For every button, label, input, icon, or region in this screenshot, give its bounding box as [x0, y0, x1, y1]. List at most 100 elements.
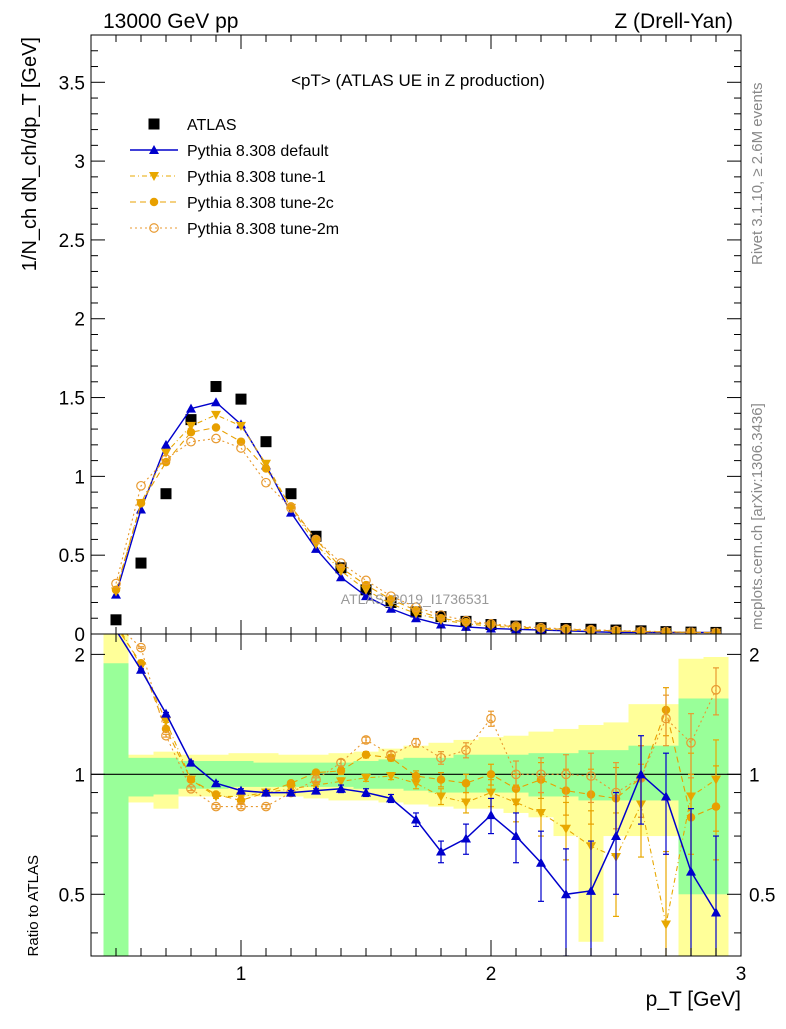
- data-point: [160, 488, 172, 500]
- ratio-point: [461, 798, 471, 808]
- ratio-point: [536, 857, 546, 867]
- ratio-point: [336, 757, 346, 768]
- header-right-label: Z (Drell-Yan): [614, 10, 733, 33]
- uncertainty-band-inner: [128, 757, 154, 797]
- legend-marker: [149, 145, 159, 154]
- ratio-series-0: [111, 634, 721, 956]
- data-point: [186, 427, 196, 437]
- ratio-point: [161, 708, 171, 718]
- ratio-point: [436, 792, 446, 802]
- data-point: [336, 572, 346, 582]
- ratio-point: [486, 713, 496, 724]
- x-tick-label: 3: [736, 964, 747, 985]
- header-left-label: 13000 GeV pp: [103, 10, 238, 33]
- legend: ATLAS Pythia 8.308 default Pythia 8.308 tu…: [130, 117, 339, 238]
- y-tick-label: 3.5: [59, 73, 85, 94]
- ratio-point: [661, 920, 671, 930]
- ratio-point: [311, 768, 321, 777]
- ratio-point: [711, 907, 721, 917]
- ratio-point: [536, 808, 546, 818]
- uncertainty-band-inner: [103, 663, 129, 956]
- ratio-point: [561, 769, 571, 780]
- data-point: [136, 480, 146, 491]
- ratio-point: [661, 791, 671, 801]
- ratio-point: [661, 713, 671, 724]
- source-reference-label: mcplots.cern.ch [arXiv:1306.3436]: [749, 403, 766, 630]
- legend-marker: [149, 172, 159, 181]
- x-tick-label: 1: [236, 964, 247, 985]
- legend-entry-4: Pythia 8.308 tune-2m: [130, 221, 339, 238]
- ratio-point: [411, 737, 421, 748]
- data-point: [235, 393, 247, 405]
- ratio-point: [161, 730, 171, 741]
- ratio-point: [436, 846, 446, 856]
- ratio-y-tick-label-left: 0.5: [59, 885, 85, 906]
- y-tick-label: 1: [74, 467, 85, 488]
- data-point: [186, 421, 196, 431]
- y-tick-label: 2: [74, 310, 85, 331]
- ratio-point: [561, 824, 571, 834]
- data-point: [210, 381, 222, 393]
- data-point: [386, 591, 396, 602]
- ratio-point: [686, 866, 696, 876]
- ratio-point: [386, 772, 396, 782]
- data-point: [236, 443, 246, 453]
- legend-marker: [149, 223, 159, 233]
- legend-label: Pythia 8.308 tune-2m: [187, 221, 339, 238]
- ratio-point: [586, 771, 596, 781]
- ratio-point: [286, 787, 296, 797]
- ratio-point: [336, 766, 346, 776]
- ratio-point: [411, 771, 421, 781]
- data-point: [311, 534, 321, 545]
- data-point: [361, 575, 371, 586]
- ratio-point: [461, 778, 471, 788]
- ratio-point: [261, 787, 271, 797]
- y-tick-label: 3: [74, 152, 85, 173]
- ratio-plot-area: [91, 634, 741, 956]
- data-point: [260, 436, 272, 448]
- data-point: [135, 557, 147, 569]
- ratio-point: [211, 790, 221, 799]
- analysis-watermark: ATLAS_2019_I1736531: [341, 591, 490, 607]
- data-point: [161, 457, 171, 467]
- ratio-point: [711, 684, 721, 695]
- legend-marker: [149, 197, 159, 207]
- ratio-y-tick-label-right: 1: [749, 765, 760, 786]
- ratio-point: [586, 885, 596, 895]
- y-tick-label: 1.5: [59, 389, 85, 410]
- data-point: [261, 477, 271, 488]
- data-point: [286, 503, 296, 513]
- main-y-axis-label: 1/N_ch dN_ch/dp_T [GeV]: [19, 37, 41, 271]
- ratio-series-3: [125, 634, 721, 830]
- data-point: [186, 436, 196, 447]
- y-tick-label: 0: [74, 625, 85, 646]
- ratio-y-tick-label-left: 2: [74, 645, 85, 666]
- uncertainty-band-inner: [153, 757, 179, 795]
- ratio-point: [511, 769, 521, 780]
- legend-entry-1: Pythia 8.308 default: [130, 143, 329, 160]
- ratio-point: [411, 814, 421, 824]
- data-point: [436, 613, 446, 623]
- ratio-y-tick-label-left: 1: [74, 765, 85, 786]
- x-tick-label: 2: [486, 964, 497, 985]
- ratio-point: [461, 745, 471, 755]
- ratio-panel: 0.5 0.5 1 1 2 2 1 2 3: [59, 633, 775, 985]
- data-point: [211, 397, 221, 407]
- ratio-point: [636, 769, 646, 779]
- data-point: [161, 448, 171, 458]
- ratio-point: [611, 831, 621, 841]
- ratio-point: [486, 810, 496, 820]
- main-panel: 0 0.5 1 1.5 2 2.5 3 3.5: [59, 34, 742, 646]
- data-point: [436, 610, 446, 620]
- data-point: [411, 606, 421, 615]
- ratio-point: [261, 801, 271, 812]
- data-point: [185, 414, 197, 426]
- data-point: [110, 614, 122, 626]
- data-point: [285, 488, 297, 500]
- legend-label: ATLAS: [187, 117, 237, 134]
- rivet-version-label: Rivet 3.1.10, ≥ 2.6M events: [749, 83, 766, 266]
- series-4: [111, 433, 721, 634]
- ratio-point: [136, 642, 146, 653]
